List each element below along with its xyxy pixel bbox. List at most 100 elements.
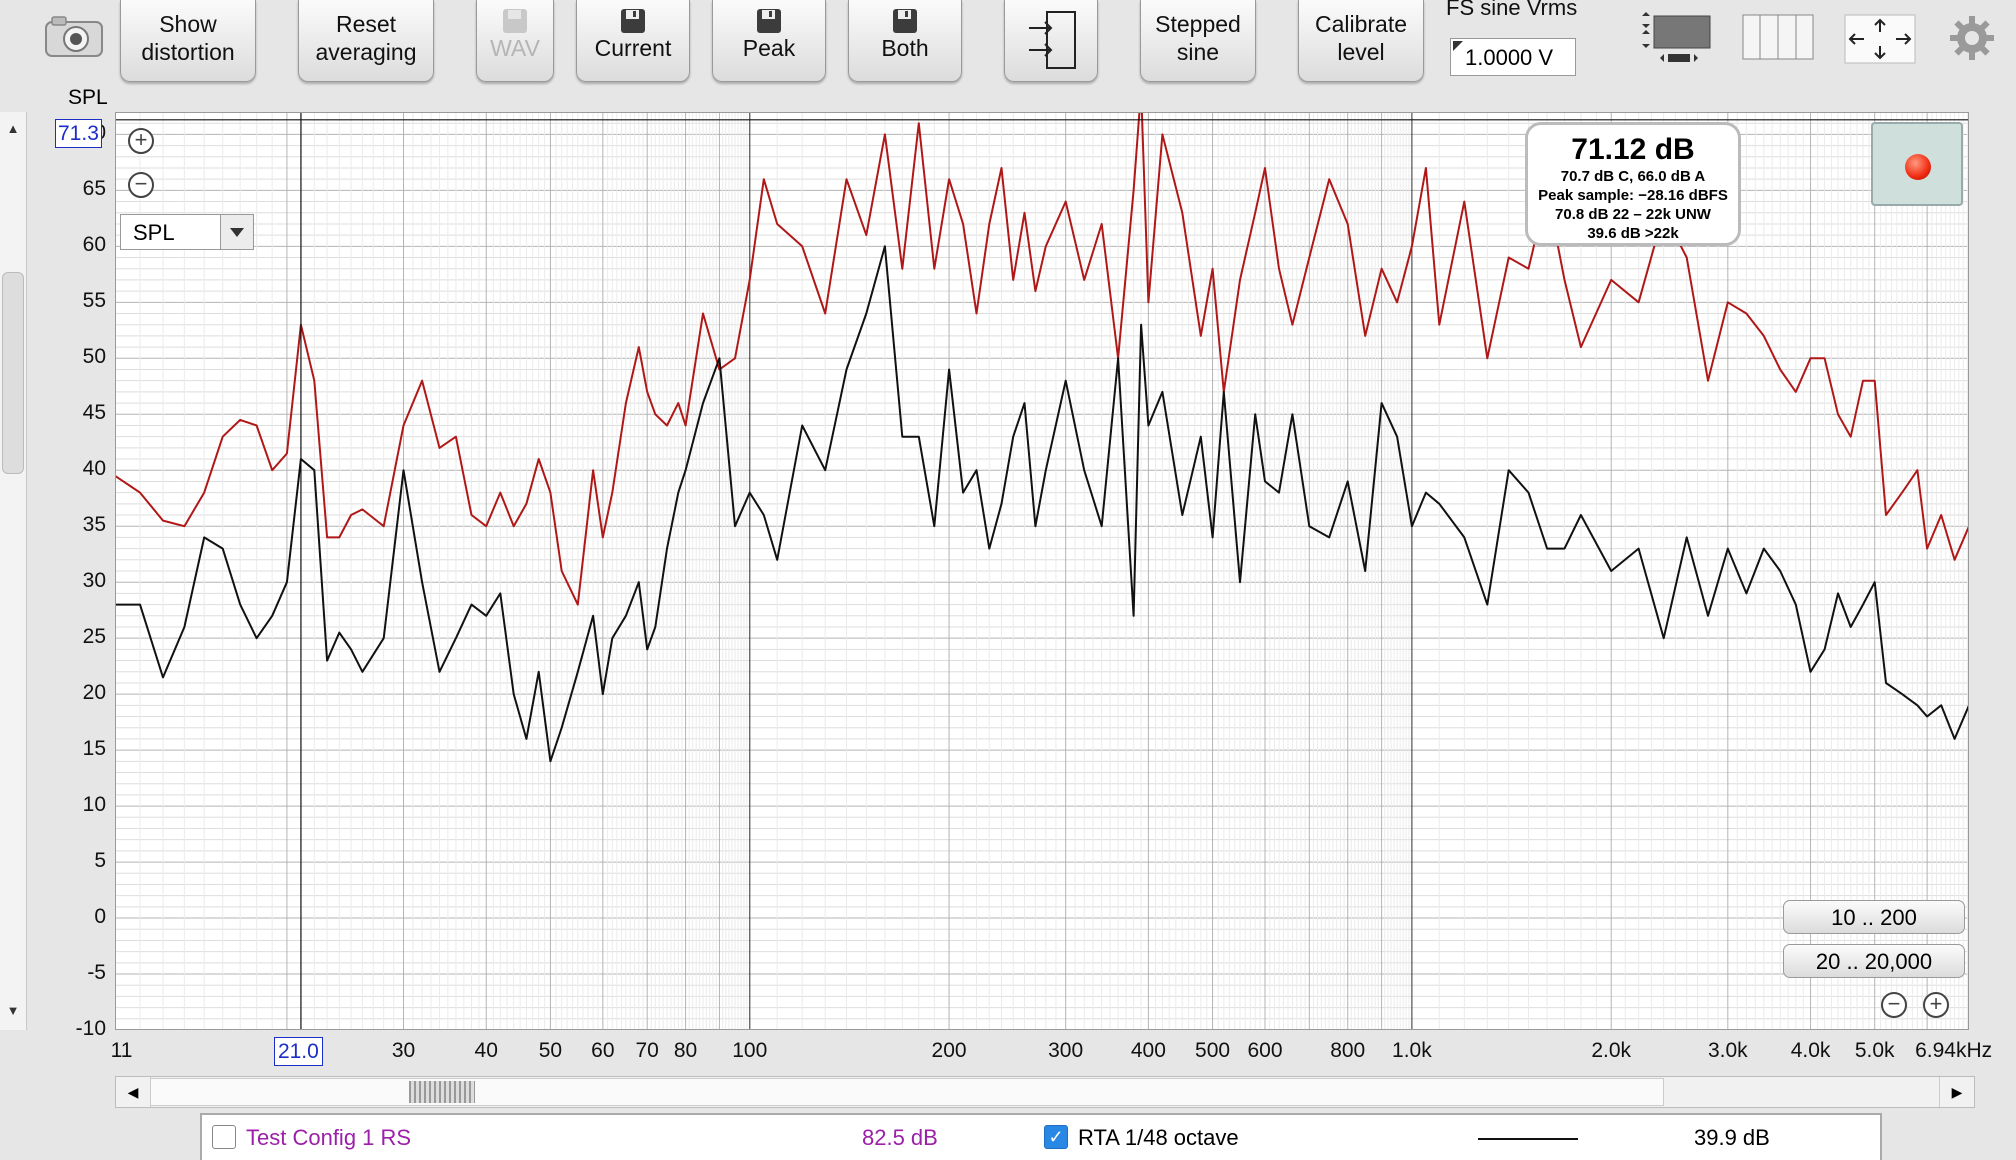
vertical-scroll-thumb[interactable] (2, 272, 24, 474)
y-tick-label: -10 (75, 1017, 106, 1040)
vertical-scrollbar[interactable]: ▲ ▼ (0, 112, 27, 1030)
save-current-button[interactable]: Current (576, 0, 690, 82)
x-tick-label: 5.0k (1854, 1039, 1895, 1062)
y-tick-label: -5 (87, 961, 106, 985)
floppy-icon (757, 9, 781, 33)
fs-sine-value: 1.0000 V (1465, 45, 1554, 70)
show-distortion-button[interactable]: Show distortion (120, 0, 256, 82)
scroll-grip (409, 1081, 475, 1103)
chevron-down-icon (220, 215, 253, 249)
x-tick-label: 6.94kHz (1915, 1039, 1993, 1062)
rta-checkbox[interactable]: ✓ (1044, 1125, 1068, 1149)
zoom-out-icon[interactable]: − (128, 172, 154, 198)
record-button[interactable] (1871, 122, 1963, 206)
x-tick-label: 1.0k (1392, 1039, 1432, 1062)
gear-icon[interactable] (1948, 14, 1996, 62)
x-zoom-out-icon[interactable]: − (1881, 992, 1907, 1018)
readout-line: 39.6 dB >22k (1587, 225, 1679, 242)
y-tick-label: 0 (94, 905, 106, 929)
record-indicator-icon (1905, 154, 1931, 180)
cursor-x-value: 21.0 (273, 1037, 323, 1066)
y-tick-label: 50 (82, 345, 106, 369)
scroll-right-icon[interactable]: ▶ (1939, 1077, 1974, 1107)
save-peak-button[interactable]: Peak (712, 0, 826, 82)
x-tick-label: 30 (391, 1039, 416, 1062)
rta-graph[interactable] (115, 112, 1969, 1030)
calibrate-level-button[interactable]: Calibrate level (1298, 0, 1424, 82)
y-tick-label: 45 (82, 401, 106, 425)
readout-line: 70.7 dB C, 66.0 dB A (1560, 168, 1706, 185)
config-name[interactable]: Test Config 1 RS (246, 1125, 412, 1150)
config-value: 82.5 dB (862, 1125, 938, 1150)
config-checkbox[interactable] (212, 1125, 236, 1149)
y-tick-label: 10 (82, 793, 106, 817)
x-tick-label: 500 (1195, 1039, 1231, 1062)
columns-icon[interactable] (1742, 14, 1814, 60)
fs-sine-field[interactable]: 1.0000 V (1450, 38, 1576, 76)
spl-select[interactable]: SPL (120, 214, 254, 250)
both-label: Both (881, 35, 929, 61)
y-tick-label: 20 (82, 681, 106, 705)
scroll-down-icon[interactable]: ▼ (6, 1003, 20, 1018)
fs-sine-label: FS sine Vrms (1446, 0, 1578, 20)
x-tick-label: 400 (1130, 1039, 1166, 1062)
y-tick-label: 5 (94, 849, 106, 873)
floppy-icon (503, 9, 527, 33)
y-tick-label: 30 (82, 569, 106, 593)
save-both-button[interactable]: Both (848, 0, 962, 82)
y-axis-title: SPL (68, 86, 108, 109)
wav-button[interactable]: WAV (476, 0, 554, 82)
readout-line: Peak sample: −28.16 dBFS (1538, 187, 1728, 204)
y-tick-label: 40 (82, 457, 106, 481)
send-to-button[interactable] (1004, 0, 1098, 82)
show-distortion-label: Show distortion (141, 11, 235, 65)
current-trace (115, 245, 1969, 763)
spl-select-value: SPL (133, 220, 175, 245)
x-tick-label: 300 (1048, 1039, 1084, 1062)
x-tick-label: 200 (931, 1039, 967, 1062)
horizontal-scrollbar[interactable]: ◀ ▶ (115, 1076, 1975, 1108)
readout-main-value: 71.12 dB (1571, 133, 1695, 166)
x-tick-label: 2.0k (1591, 1039, 1632, 1062)
peak-label: Peak (742, 35, 796, 61)
cursor-y-value: 71.3 (55, 119, 102, 148)
range-20-20000-button[interactable]: 20 .. 20,000 (1783, 944, 1965, 978)
zoom-in-icon[interactable]: + (128, 128, 154, 154)
floppy-icon (621, 9, 645, 33)
stepped-sine-label: Stepped sine (1155, 11, 1241, 65)
fit-arrows-icon[interactable] (1844, 14, 1916, 64)
scroll-left-icon[interactable]: ◀ (116, 1077, 151, 1107)
x-tick-label: 50 (538, 1039, 563, 1062)
y-tick-label: 35 (82, 513, 106, 537)
y-tick-label: 65 (82, 177, 106, 201)
reset-averaging-button[interactable]: Reset averaging (298, 0, 434, 82)
calibrate-level-label: Calibrate level (1314, 11, 1408, 65)
x-tick-label: 40 (474, 1039, 498, 1062)
x-tick-label: 100 (732, 1039, 768, 1062)
reset-averaging-label: Reset averaging (315, 11, 417, 65)
x-zoom-in-icon[interactable]: + (1923, 992, 1949, 1018)
floppy-icon (893, 9, 917, 33)
x-tick-label: 11 (110, 1039, 133, 1062)
y-tick-label: 60 (82, 233, 106, 257)
camera-button[interactable] (44, 14, 104, 58)
dropdown-corner-icon (1453, 41, 1463, 51)
y-tick-label: 55 (82, 289, 106, 313)
plot-area[interactable]: + − SPL 71.12 dB 70.7 dB C, 66.0 dB A Pe… (115, 112, 1969, 1030)
measurement-panel: Test Config 1 RS 82.5 dB ✓ RTA 1/48 octa… (200, 1113, 1882, 1160)
scroll-up-icon[interactable]: ▲ (6, 121, 20, 136)
spl-readout-box: 71.12 dB 70.7 dB C, 66.0 dB A Peak sampl… (1525, 122, 1741, 246)
rta-value: 39.9 dB (1694, 1125, 1770, 1150)
readout-line: 70.8 dB 22 – 22k UNW (1555, 206, 1711, 223)
current-label: Current (594, 35, 672, 61)
camera-icon (45, 16, 103, 57)
trace-line-sample (1478, 1138, 1578, 1140)
wav-label: WAV (490, 35, 540, 61)
horizontal-scroll-thumb[interactable] (150, 1078, 1664, 1106)
y-tick-label: 15 (82, 737, 106, 761)
range-10-200-button[interactable]: 10 .. 200 (1783, 900, 1965, 934)
plot-frame (115, 112, 1969, 1030)
layout-icon[interactable] (1636, 12, 1714, 64)
stepped-sine-button[interactable]: Stepped sine (1140, 0, 1256, 82)
x-tick-label: 80 (673, 1039, 698, 1062)
